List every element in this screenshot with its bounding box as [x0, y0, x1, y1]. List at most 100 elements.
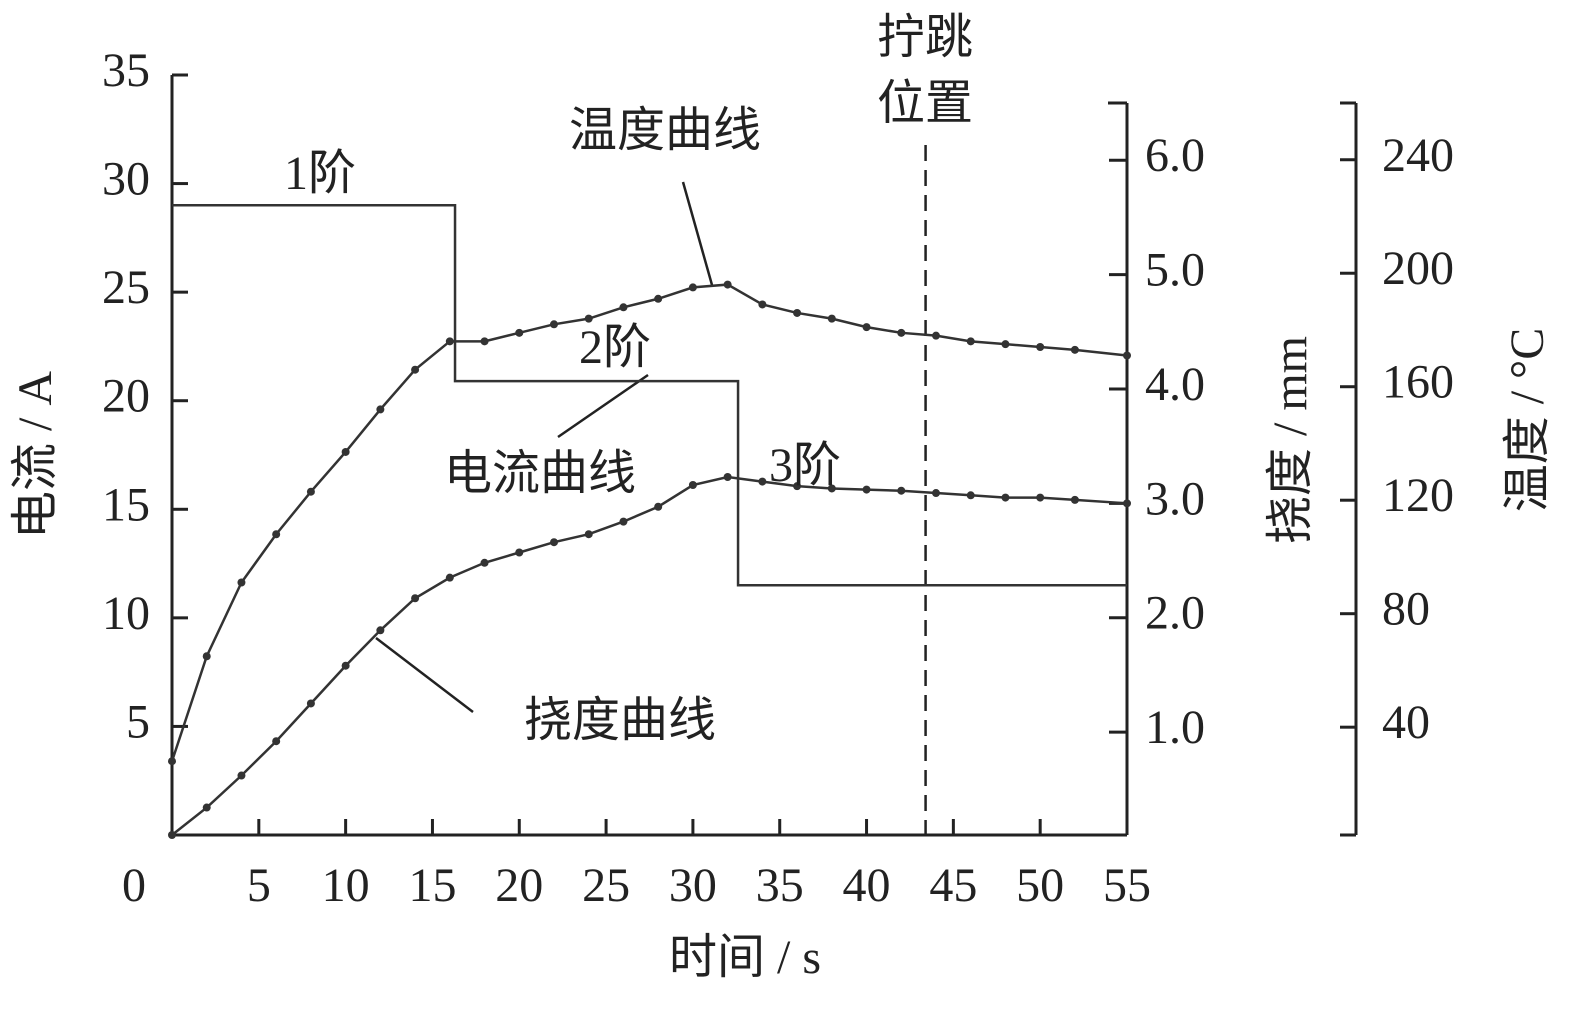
point [966, 337, 975, 346]
series-line [172, 204, 1127, 587]
y-tick-label: 30 [102, 153, 150, 206]
point [550, 320, 558, 329]
point [272, 530, 281, 539]
x-tick-label: 30 [669, 859, 717, 912]
point [654, 294, 663, 303]
series-line [171, 475, 1128, 836]
x-tick-label: 50 [1016, 859, 1064, 912]
point [619, 517, 628, 526]
y3-tick-label: 200 [1382, 242, 1454, 295]
legend-label: 温度曲线 [569, 104, 761, 157]
stage-label: 2阶 [579, 321, 651, 374]
y2-tick-label: 5.0 [1145, 244, 1205, 297]
legend-label: 电流曲线 [444, 447, 636, 500]
point [480, 558, 489, 567]
point [688, 481, 697, 490]
x-tick-label: 0 [122, 859, 146, 912]
leader-line [557, 373, 649, 439]
point [723, 280, 732, 289]
trip-label: 拧跳 [877, 11, 973, 64]
point [237, 771, 246, 780]
y2-tick-label: 6.0 [1145, 129, 1205, 182]
point [480, 337, 489, 346]
point [584, 314, 593, 323]
point [793, 482, 802, 491]
point [932, 331, 940, 340]
point [1036, 493, 1045, 502]
y2-tick-label: 3.0 [1145, 472, 1205, 525]
leader-line [375, 637, 474, 713]
point [793, 308, 802, 317]
y-tick-label: 10 [102, 587, 150, 640]
point [411, 365, 420, 374]
y-tick-label: 25 [102, 261, 150, 314]
point [376, 405, 385, 414]
point [1070, 345, 1079, 354]
stage-label: 3阶 [769, 439, 841, 492]
point [897, 486, 906, 495]
legend-label: 挠度曲线 [524, 694, 716, 747]
y3-tick-label: 240 [1382, 129, 1454, 182]
y2-tick-label: 4.0 [1145, 358, 1205, 411]
point [237, 578, 246, 587]
point [1123, 499, 1131, 508]
y2-tick-label: 2.0 [1145, 587, 1205, 640]
point [584, 530, 593, 539]
x-tick-label: 40 [843, 859, 891, 912]
y3-tick-label: 40 [1382, 696, 1430, 749]
y-tick-label: 35 [102, 44, 150, 97]
point [202, 803, 211, 812]
y-tick-label: 20 [102, 370, 150, 423]
y3-tick-label: 80 [1382, 583, 1430, 636]
y-tick-label: 15 [102, 478, 150, 531]
point [445, 573, 454, 582]
point [654, 502, 663, 511]
x-tick-label: 25 [582, 859, 630, 912]
point [341, 447, 350, 456]
y-tick-label: 5 [126, 695, 150, 748]
y-axis-label: 电流 / A [9, 371, 62, 539]
point [862, 485, 871, 494]
point [202, 652, 211, 661]
point [376, 626, 385, 635]
x-tick-label: 10 [322, 859, 370, 912]
x-tick-label: 45 [929, 859, 977, 912]
point [168, 757, 176, 766]
point [341, 661, 350, 670]
x-axis-label: 时间 / s [669, 931, 821, 984]
y2-tick-label: 1.0 [1145, 701, 1205, 754]
x-tick-label: 5 [247, 859, 271, 912]
trip-label: 位置 [877, 77, 973, 130]
point [827, 484, 836, 493]
point [411, 594, 420, 603]
x-tick-label: 35 [756, 859, 804, 912]
point [619, 303, 628, 312]
series-line [170, 283, 1128, 762]
point [306, 699, 315, 708]
point [827, 314, 836, 323]
y3-tick-label: 120 [1382, 469, 1454, 522]
x-tick-label: 55 [1103, 859, 1151, 912]
point [1123, 351, 1131, 360]
point [932, 489, 940, 498]
point [897, 328, 906, 337]
point [1001, 493, 1010, 502]
stage-label: 1阶 [284, 147, 356, 200]
point [688, 283, 697, 292]
y3-axis-label: 温度 / °C [1501, 328, 1554, 513]
leader-line [681, 181, 714, 286]
point [723, 473, 732, 482]
y3-tick-label: 160 [1382, 356, 1454, 409]
point [1070, 495, 1079, 504]
point [1036, 343, 1045, 351]
point [1001, 340, 1010, 349]
point [758, 300, 767, 309]
point [862, 323, 871, 332]
point [966, 491, 975, 500]
x-tick-label: 20 [495, 859, 543, 912]
point [168, 831, 176, 839]
point [758, 477, 767, 486]
point [272, 737, 281, 746]
